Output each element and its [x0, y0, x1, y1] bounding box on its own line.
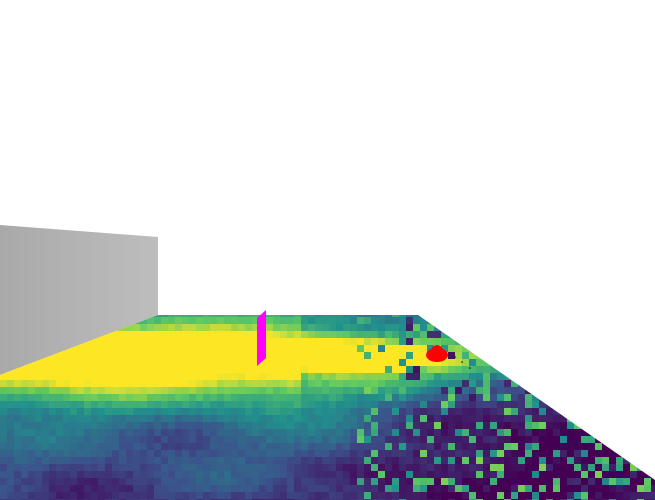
- gray-wall: [0, 225, 158, 375]
- red-target[interactable]: [426, 345, 471, 369]
- magenta-marker[interactable]: [257, 310, 266, 366]
